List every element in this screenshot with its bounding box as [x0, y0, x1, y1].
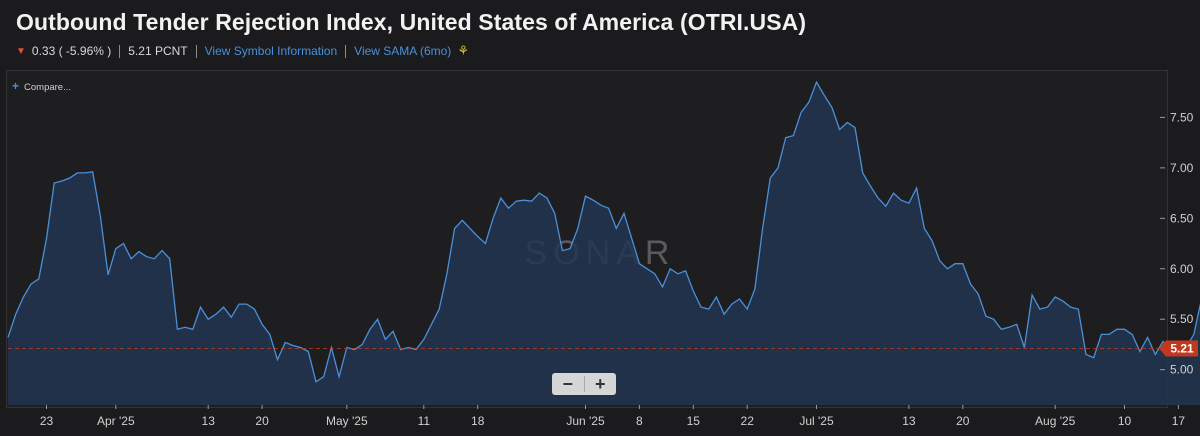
current-value: 5.21 PCNT [128, 44, 188, 58]
x-tick-label: 13 [202, 414, 216, 428]
x-tick-label: 13 [902, 414, 916, 428]
x-tick-label: 18 [471, 414, 485, 428]
change-value: 0.33 ( -5.96% ) [31, 44, 112, 58]
y-tick-label: 5.50 [1170, 312, 1194, 326]
x-tick-label: 20 [956, 414, 970, 428]
compare-label: Compare... [24, 82, 72, 93]
x-tick-label: Aug '25 [1035, 414, 1076, 428]
x-tick-label: 10 [1118, 414, 1132, 428]
x-tick-label: 22 [741, 414, 755, 428]
zoom-divider [583, 376, 585, 392]
x-tick-label: 11 [418, 414, 431, 428]
divider [195, 44, 197, 58]
current-value-label: 5.21 [1170, 341, 1194, 355]
zoom-controls: − + [552, 373, 616, 395]
plus-icon: + [12, 79, 20, 93]
divider [119, 44, 121, 58]
zoom-out-button[interactable]: − [562, 374, 573, 394]
x-tick-label: 20 [255, 414, 269, 428]
y-tick-label: 7.50 [1170, 110, 1194, 124]
x-tick-label: May '25 [326, 414, 368, 428]
x-tick-label: Jun '25 [566, 414, 605, 428]
y-tick-label: 6.50 [1170, 211, 1194, 225]
x-tick-label: 8 [636, 414, 643, 428]
x-tick-label: 17 [1172, 414, 1186, 428]
y-tick-label: 5.00 [1170, 363, 1194, 377]
x-tick-label: Jul '25 [799, 414, 834, 428]
current-value-marker [1159, 340, 1198, 357]
x-tick-label: 23 [40, 414, 54, 428]
divider [345, 44, 347, 58]
page-title: Outbound Tender Rejection Index, United … [16, 9, 807, 35]
x-tick-label: 15 [687, 414, 701, 428]
zoom-in-button[interactable]: + [594, 374, 606, 394]
quote-bar: ▼ 0.33 ( -5.96% ) 5.21 PCNT View Symbol … [16, 42, 469, 60]
y-tick-label: 7.00 [1170, 161, 1194, 175]
series-area [8, 82, 1200, 405]
y-tick-label: 6.00 [1170, 262, 1194, 276]
down-arrow-icon: ▼ [16, 45, 26, 57]
view-symbol-info-link[interactable]: View Symbol Information [204, 44, 338, 58]
view-sama-link[interactable]: View SAMA (6mo) [354, 44, 452, 58]
compare-button[interactable]: + Compare... [12, 79, 71, 93]
sama-icon[interactable]: ⚘ [457, 43, 469, 58]
x-tick-label: Apr '25 [97, 414, 135, 428]
